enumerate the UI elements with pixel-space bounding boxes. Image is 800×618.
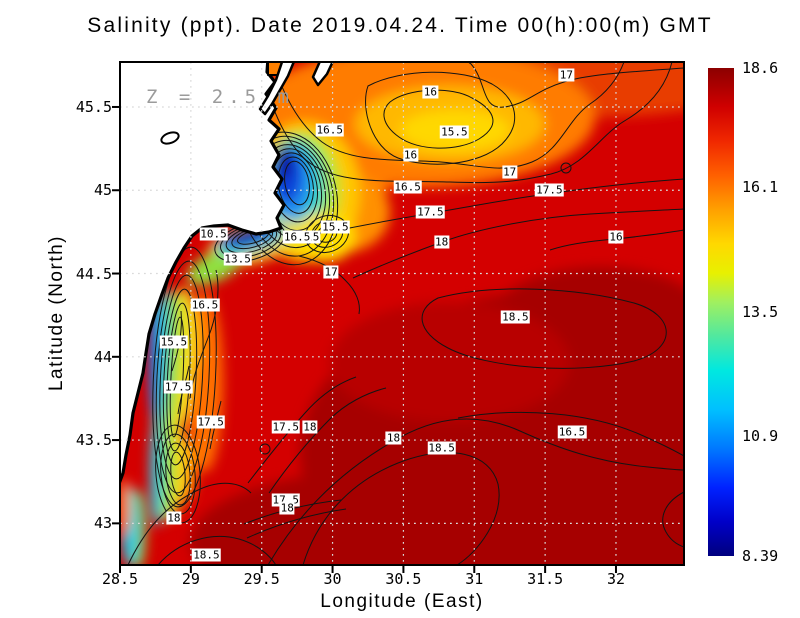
land-mass xyxy=(120,62,334,486)
contour-label: 16.5 xyxy=(190,298,220,312)
contour-label: 16.5 xyxy=(315,123,344,137)
coastal-spit xyxy=(258,62,296,116)
contour-label: 18 xyxy=(166,511,182,525)
colorbar-tick-label: 8.39 xyxy=(742,547,779,565)
contour-label: 17 xyxy=(502,165,518,179)
x-tick-label: 30 xyxy=(323,570,342,588)
contour-label: 17.5 xyxy=(196,415,225,429)
x-tick-label: 28.5 xyxy=(101,570,139,588)
y-tick-label: 45 xyxy=(93,181,112,200)
x-axis-label: Longitude (East) xyxy=(320,591,484,612)
contour-label: 16.5 xyxy=(557,425,587,439)
coastal-spit-2 xyxy=(311,62,334,87)
colorbar-tick-label: 13.5 xyxy=(742,302,779,321)
y-tick-label: 45.5 xyxy=(75,97,112,116)
y-axis-label: Latitude (North) xyxy=(46,234,67,392)
plot-title: Salinity (ppt). Date 2019.04.24. Time 00… xyxy=(87,14,713,37)
contour-label: 17 xyxy=(323,265,339,279)
map-canvas xyxy=(112,61,685,573)
plot-frame xyxy=(119,61,685,566)
x-tick-label: 29 xyxy=(181,570,200,588)
x-tick-label: 31.5 xyxy=(527,570,564,588)
contour-lines xyxy=(127,62,684,565)
contour-label: 13.5 xyxy=(223,252,252,266)
axis-ticks xyxy=(112,105,617,573)
colorbar-tick-label: 16.1 xyxy=(742,178,779,197)
depth-annotation: Z = 2.5 m xyxy=(146,86,294,108)
colorbar-tick-label: 18.6 xyxy=(742,59,779,77)
plot-area: 17 16 16.5 15.5 16 17 16.5 17.5 17.5 18 16 15.5 15 10… xyxy=(112,61,685,573)
coastline xyxy=(120,62,286,486)
contour-label: 17.5 xyxy=(535,183,564,197)
contour-label: 16 xyxy=(402,148,419,162)
contour-label: 17.5 xyxy=(416,205,445,219)
contour-label: 16 xyxy=(608,230,624,244)
x-tick-label: 31 xyxy=(465,570,484,588)
contour-label: 18.5 xyxy=(192,548,221,562)
y-tick-label: 44.5 xyxy=(75,264,112,283)
x-tick-label: 30.5 xyxy=(385,570,422,588)
colorbar xyxy=(708,68,734,556)
contour-label: 17.5 xyxy=(163,380,193,394)
y-tick-label: 44 xyxy=(93,347,112,366)
contour-label: 18 xyxy=(279,501,295,515)
contour-label: 17.5 xyxy=(271,420,301,434)
contour-label: 15.5 xyxy=(440,125,469,139)
y-tick-label: 43 xyxy=(93,514,112,533)
y-tick-label: 43.5 xyxy=(75,431,112,450)
contour-label: 16.5 xyxy=(282,230,312,244)
contour-label: 18.5 xyxy=(427,441,456,455)
coastal-lake xyxy=(160,131,180,145)
x-tick-label: 29.5 xyxy=(243,570,280,588)
colorbar-tick-label: 10.9 xyxy=(742,427,779,446)
contour-label: 15.5 xyxy=(321,220,350,234)
contour-label: 15.5 xyxy=(159,335,189,349)
contour-label: 10.5 xyxy=(199,227,228,241)
contour-label: 17 xyxy=(558,68,574,82)
contour-label: 18 xyxy=(434,235,450,249)
x-tick-label: 32 xyxy=(606,570,625,588)
contour-label: 16 xyxy=(422,85,438,99)
contour-label: 16.5 xyxy=(393,180,422,194)
contour-label: 18.5 xyxy=(501,310,530,324)
contour-label: 18 xyxy=(385,431,402,445)
contour-label: 18 xyxy=(302,420,318,434)
